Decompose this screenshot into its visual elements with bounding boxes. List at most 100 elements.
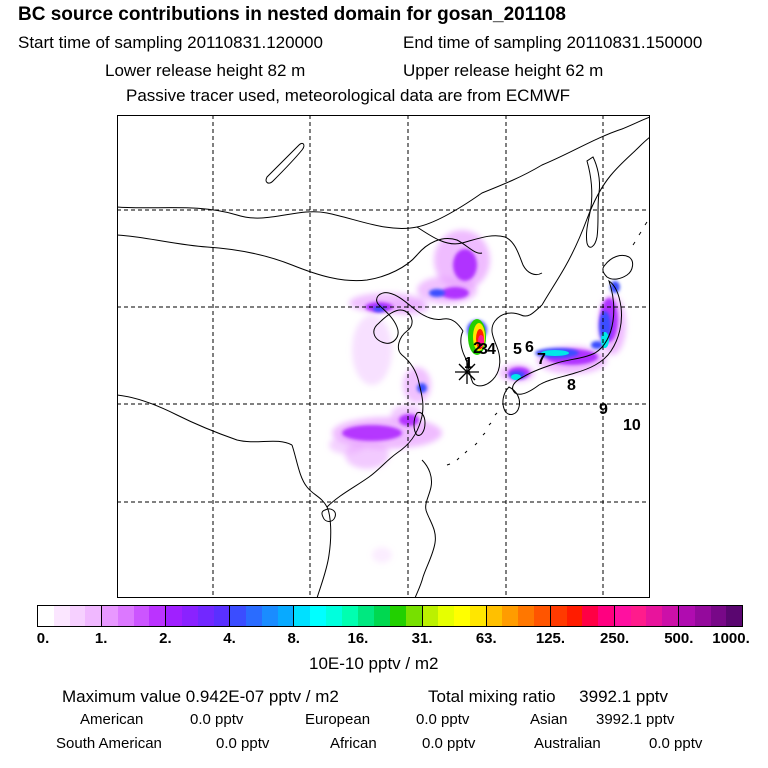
colorbar-swatch bbox=[534, 606, 550, 626]
field-blob bbox=[329, 436, 365, 454]
colorbar-swatch bbox=[261, 606, 278, 626]
field-blob bbox=[342, 425, 402, 441]
colorbar-swatch bbox=[181, 606, 198, 626]
colorbar-segment bbox=[614, 606, 679, 626]
coastline-hainan bbox=[321, 508, 336, 522]
field-blob bbox=[541, 350, 569, 356]
colorbar-segment bbox=[294, 606, 359, 626]
source-label: 8 bbox=[567, 377, 576, 394]
colorbar-swatch bbox=[53, 606, 70, 626]
australian-value: 0.0 pptv bbox=[649, 735, 703, 752]
coastline-ryukyu bbox=[446, 412, 498, 466]
field-peak-layer bbox=[468, 319, 609, 380]
colorbar-swatch bbox=[230, 606, 247, 626]
colorbar-segment bbox=[38, 606, 103, 626]
coastline-kyushu bbox=[502, 386, 520, 415]
source-label: 6 bbox=[525, 339, 534, 356]
colorbar-swatch bbox=[38, 606, 54, 626]
colorbar-swatch bbox=[694, 606, 711, 626]
coastlines bbox=[117, 116, 650, 598]
colorbar-tick-label: 500. bbox=[664, 630, 694, 647]
american-label: American bbox=[80, 711, 144, 728]
receptor-marker-line bbox=[458, 363, 476, 381]
coastline-china-east bbox=[326, 292, 424, 508]
colorbar-swatch bbox=[310, 606, 326, 626]
colorbar-segment bbox=[358, 606, 423, 626]
colorbar-swatch bbox=[469, 606, 486, 626]
colorbar-segment bbox=[550, 606, 615, 626]
coastline-taiwan bbox=[413, 412, 426, 436]
colorbar-swatch bbox=[85, 606, 102, 626]
colorbar-swatch bbox=[325, 606, 342, 626]
field-blob bbox=[591, 341, 603, 349]
colorbar-swatch bbox=[598, 606, 614, 626]
lower-release-height-label: Lower release height 82 m bbox=[105, 61, 306, 80]
end-time-label: End time of sampling 20110831.150000 bbox=[403, 33, 703, 52]
colorbar-segment bbox=[166, 606, 231, 626]
coastline-sakhalin bbox=[586, 156, 600, 248]
colorbar-swatch bbox=[422, 606, 439, 626]
source-label: 5 bbox=[513, 341, 522, 358]
source-label: 4 bbox=[487, 341, 496, 358]
australian-label: Australian bbox=[534, 735, 601, 752]
total-mixing-ratio-label: Total mixing ratio 3992.1 pptv bbox=[428, 687, 669, 706]
colorbar-swatch bbox=[197, 606, 214, 626]
receptor-marker bbox=[455, 360, 479, 384]
coastline-philippines bbox=[414, 459, 436, 598]
source-label: 10 bbox=[623, 417, 641, 434]
field-blob bbox=[429, 289, 445, 297]
border-amur bbox=[416, 226, 543, 276]
lake-baikal bbox=[265, 142, 305, 184]
border-mongolia bbox=[117, 234, 483, 282]
colorbar-swatch bbox=[149, 606, 166, 626]
border-west bbox=[117, 394, 293, 446]
colorbar-swatch bbox=[213, 606, 230, 626]
field-blob bbox=[453, 249, 477, 281]
source-label: 2 bbox=[473, 340, 482, 357]
field-blob bbox=[372, 547, 392, 563]
colorbar-swatch bbox=[646, 606, 663, 626]
colorbar-tick-label: 2. bbox=[159, 630, 172, 647]
colorbar-swatch bbox=[710, 606, 727, 626]
colorbar-swatch bbox=[726, 606, 743, 626]
colorbar-swatch bbox=[133, 606, 150, 626]
colorbar-swatch bbox=[582, 606, 599, 626]
colorbar-swatch bbox=[117, 606, 134, 626]
coastline-honshu bbox=[512, 279, 622, 395]
european-value: 0.0 pptv bbox=[416, 711, 470, 728]
colorbar-tick-label: 125. bbox=[535, 630, 566, 647]
map-panel: 1 2 3 4 5 6 7 8 9 10 bbox=[117, 115, 650, 598]
colorbar-unit-label: 10E-10 pptv / m2 bbox=[309, 654, 439, 673]
colorbar-swatch bbox=[374, 606, 391, 626]
south-american-label: South American bbox=[56, 735, 162, 752]
colorbar-tick-label: 16. bbox=[347, 630, 369, 647]
colorbar-tick-label: 1. bbox=[94, 630, 108, 647]
colorbar-swatch bbox=[166, 606, 182, 626]
field-blob bbox=[478, 335, 484, 347]
colorbar-swatch bbox=[69, 606, 86, 626]
colorbar-swatch bbox=[358, 606, 375, 626]
african-value: 0.0 pptv bbox=[422, 735, 476, 752]
colorbar-tick-label: 1000. bbox=[712, 630, 750, 647]
colorbar-swatch bbox=[438, 606, 455, 626]
european-label: European bbox=[305, 711, 371, 728]
field-blob bbox=[601, 332, 609, 348]
colorbar-tick-label: 250. bbox=[600, 630, 630, 647]
colorbar-swatch bbox=[454, 606, 470, 626]
asian-label: Asian bbox=[530, 711, 568, 728]
colorbar-swatch bbox=[550, 606, 567, 626]
field-blob bbox=[417, 383, 427, 393]
colorbar-segment bbox=[486, 606, 551, 626]
upper-release-height-label: Upper release height 62 m bbox=[403, 61, 604, 80]
colorbar-tick-label: 4. bbox=[223, 630, 236, 647]
coastline-hokkaido bbox=[602, 254, 634, 280]
coastline-north bbox=[117, 116, 650, 229]
field-blob bbox=[352, 315, 392, 385]
colorbar-swatch bbox=[502, 606, 519, 626]
colorbar-swatch bbox=[294, 606, 311, 626]
south-american-value: 0.0 pptv bbox=[216, 735, 270, 752]
maximum-value-label: Maximum value 0.942E-07 pptv / m2 bbox=[62, 687, 339, 706]
colorbar-swatch bbox=[277, 606, 294, 626]
source-label: 3 bbox=[479, 341, 488, 358]
colorbar bbox=[37, 605, 743, 627]
